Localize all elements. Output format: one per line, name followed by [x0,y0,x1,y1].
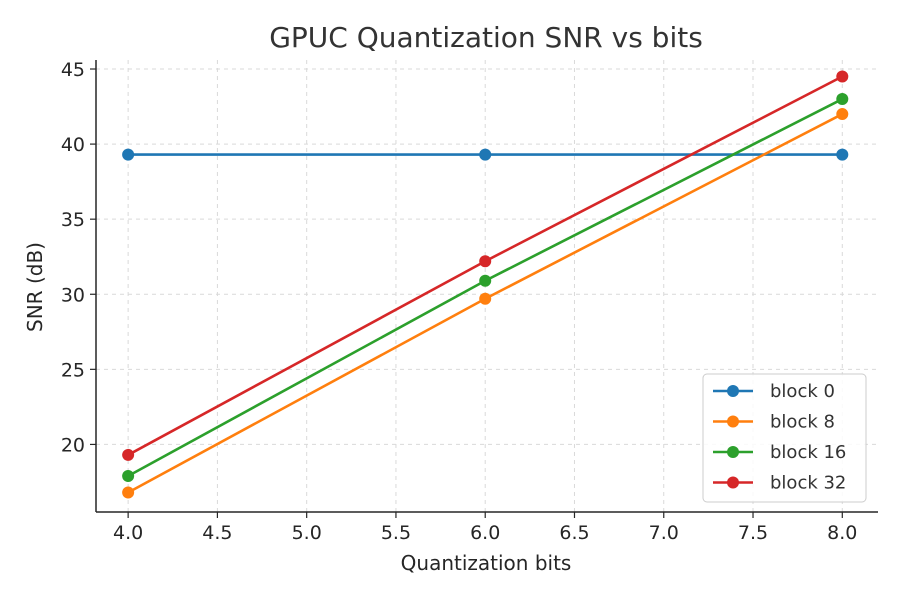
legend-marker [727,385,739,397]
data-point [836,70,849,83]
data-point [479,292,492,305]
y-tick-label: 25 [61,359,85,381]
axes: 4.0 4.5 5.0 5.5 6.0 6.5 7.0 7.5 8.0 20 25 30 35 40 45 [61,59,878,544]
y-tick-label: 20 [61,434,85,456]
legend-marker [727,446,739,458]
data-point [479,148,492,161]
y-axis-label: SNR (dB) [23,242,47,332]
x-tick-label: 5.0 [292,522,322,544]
legend-marker [727,415,739,428]
legend-label: block 8 [770,412,835,433]
chart-title: GPUC Quantization SNR vs bits [269,21,703,54]
x-tick-label: 4.5 [202,522,232,544]
y-tick-label: 45 [61,59,85,81]
y-tick-label: 30 [61,284,85,306]
x-tick-label: 4.0 [113,522,143,544]
x-tick-label: 5.5 [381,522,411,544]
legend-box [702,373,867,503]
data-point [122,486,135,499]
legend: block 0 block 8 block 16 block 32 [702,373,867,503]
legend-label: block 0 [770,381,835,402]
data-point [122,469,135,482]
y-tick-label: 40 [61,134,85,156]
x-tick-label: 8.0 [827,522,857,544]
x-axis-label: Quantization bits [401,551,572,575]
x-tick-label: 7.5 [738,522,768,544]
data-point [122,148,135,161]
data-point [836,148,849,161]
x-tick-label: 6.5 [559,522,589,544]
data-point [479,255,492,268]
legend-label: block 32 [770,473,846,494]
legend-marker [727,476,739,489]
data-point [836,108,849,121]
series-group [122,70,849,499]
data-point [836,93,849,106]
x-tick-label: 7.0 [649,522,679,544]
y-tick-label: 35 [61,209,85,231]
data-point [479,274,492,287]
x-tick-label: 6.0 [470,522,500,544]
legend-label: block 16 [770,442,846,463]
data-point [122,448,135,461]
